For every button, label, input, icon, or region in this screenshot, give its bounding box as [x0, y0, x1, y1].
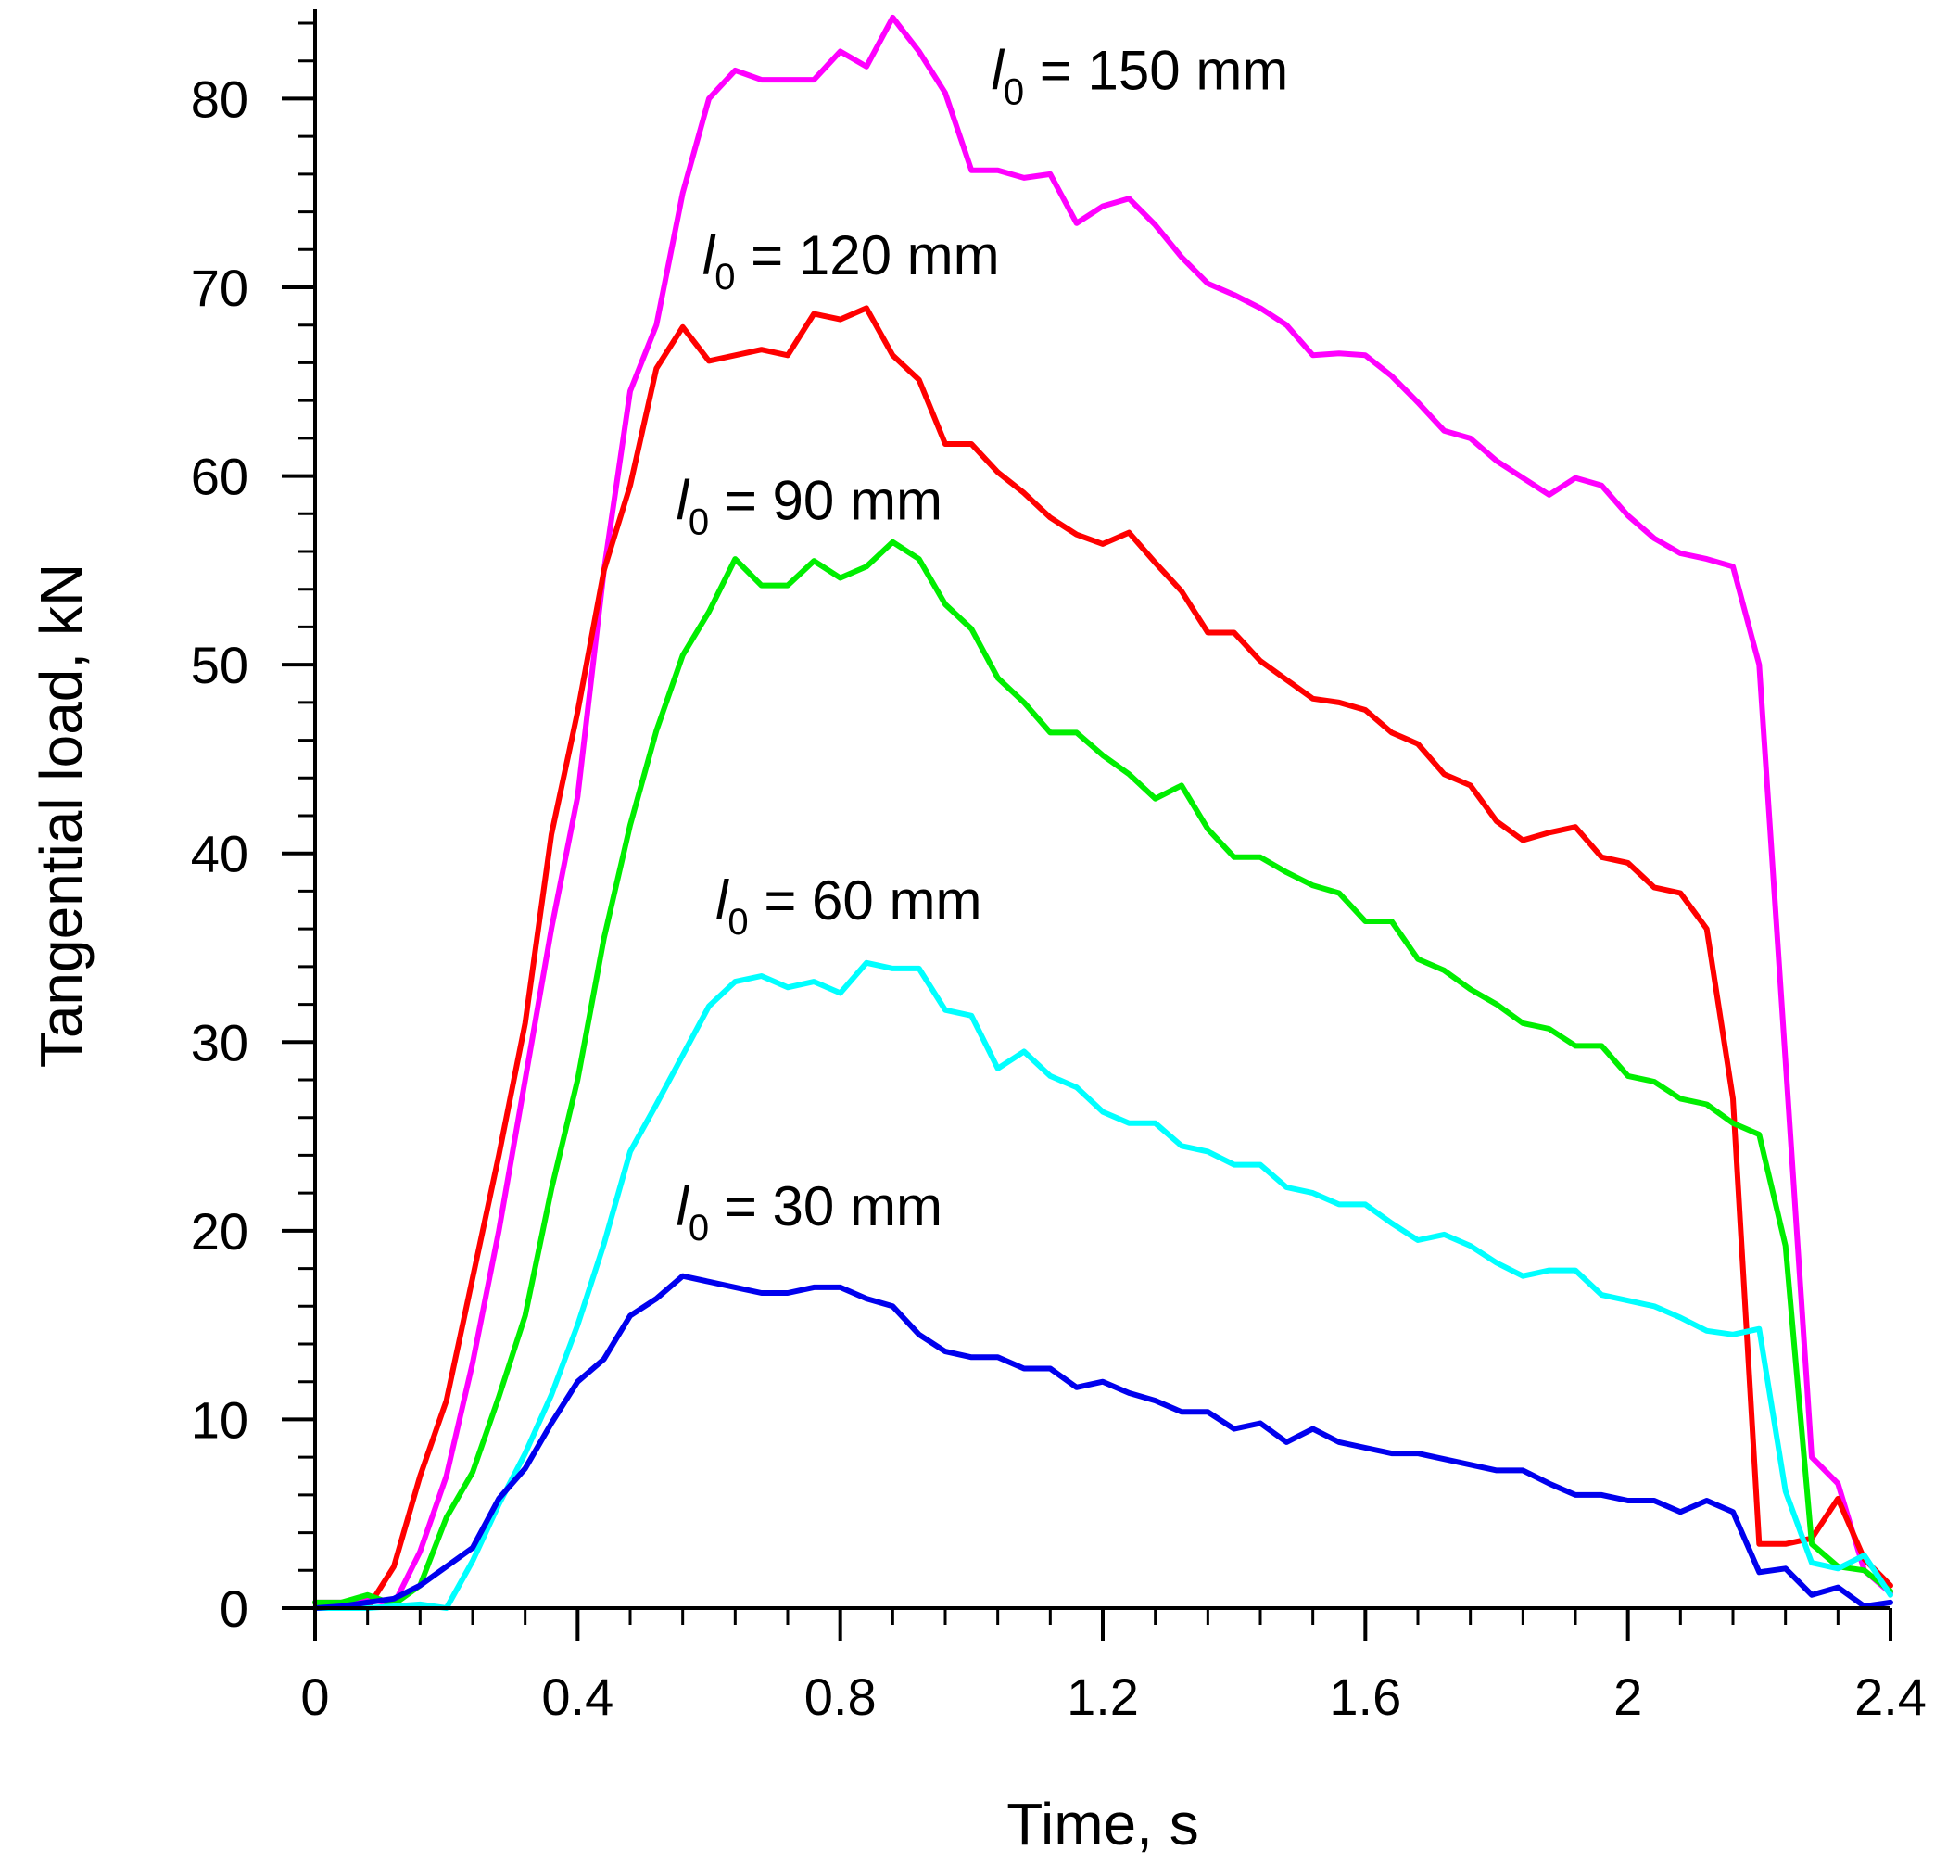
- series-line-1: [312, 14, 1893, 1607]
- series-label-1: l0 = 150 mm: [992, 39, 1289, 112]
- y-tick-label: 60: [191, 448, 248, 506]
- y-tick-label: 0: [220, 1579, 248, 1638]
- series-label-sub: 0: [714, 257, 735, 298]
- series-label-5: l0 = 30 mm: [677, 1175, 942, 1249]
- series-label-rest: = 150 mm: [1024, 39, 1288, 101]
- y-tick-label: 40: [191, 825, 248, 883]
- y-tick-label: 30: [191, 1013, 248, 1071]
- y-tick-label: 10: [191, 1390, 248, 1449]
- x-axis-title: Time, s: [1006, 1791, 1198, 1857]
- series-label-var: l: [677, 469, 690, 531]
- series-line-4: [312, 959, 1893, 1611]
- x-tick-label: 0: [300, 1667, 329, 1726]
- y-axis-title: Tangential load, kN: [28, 564, 95, 1068]
- y-tick-label: 70: [191, 259, 248, 317]
- series-label-var: l: [702, 224, 716, 286]
- series-line-3: [312, 539, 1893, 1607]
- x-tick-label: 2.4: [1854, 1667, 1927, 1726]
- series-label-rest: = 60 mm: [749, 869, 982, 932]
- axes-layer: 0 0.4 0.8 1.2 1.6 2 2.4 0 10 20 30 40 50 60 70 80: [191, 9, 1927, 1726]
- x-tick-label: 1.2: [1067, 1667, 1139, 1726]
- series-label-rest: = 90 mm: [709, 469, 942, 531]
- series-label-2: l0 = 120 mm: [702, 224, 1000, 298]
- series-label-var: l: [677, 1175, 690, 1237]
- series-line-5: [312, 1273, 1893, 1611]
- x-tick-label: 0.8: [804, 1667, 877, 1726]
- series-label-rest: = 30 mm: [709, 1175, 942, 1237]
- series-layer: [312, 14, 1893, 1611]
- series-label-rest: = 120 mm: [736, 224, 1000, 286]
- series-label-sub: 0: [1004, 71, 1024, 112]
- x-tick-label: 1.6: [1329, 1667, 1401, 1726]
- series-label-var: l: [992, 39, 1005, 101]
- y-tick-label: 50: [191, 636, 248, 694]
- series-label-3: l0 = 90 mm: [677, 469, 942, 542]
- series-label-var: l: [715, 869, 729, 932]
- series-line-2: [312, 305, 1893, 1611]
- series-label-sub: 0: [727, 902, 748, 943]
- series-label-sub: 0: [689, 1208, 709, 1249]
- y-tick-label: 20: [191, 1202, 248, 1261]
- y-tick-label: 80: [191, 70, 248, 128]
- series-label-sub: 0: [689, 501, 709, 542]
- x-tick-label: 0.4: [541, 1667, 613, 1726]
- series-label-4: l0 = 60 mm: [715, 869, 981, 943]
- x-tick-label: 2: [1613, 1667, 1642, 1726]
